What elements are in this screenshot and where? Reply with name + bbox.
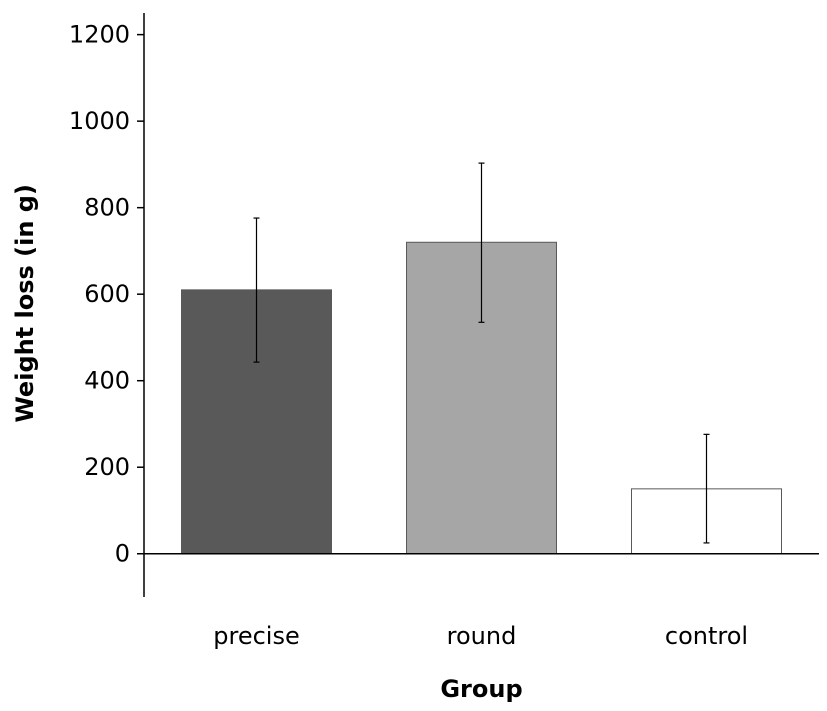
y-tick-label: 1200 [69,21,130,49]
y-tick-label: 400 [84,367,130,395]
y-tick-label: 1000 [69,107,130,135]
error-bars [253,162,710,544]
category-label-precise: precise [213,622,299,650]
y-axis-title: Weight loss (in g) [11,184,39,423]
x-axis-title: Group [440,675,522,703]
y-tick-label: 0 [115,540,130,568]
y-tick-label: 200 [84,453,130,481]
category-label-control: control [665,622,748,650]
y-axis-ticks: 0 200 400 600 800 1000 1200 [69,21,144,568]
y-tick-label: 800 [84,194,130,222]
x-axis-labels: precise round control [213,622,748,650]
y-tick-label: 600 [84,280,130,308]
category-label-round: round [447,622,517,650]
